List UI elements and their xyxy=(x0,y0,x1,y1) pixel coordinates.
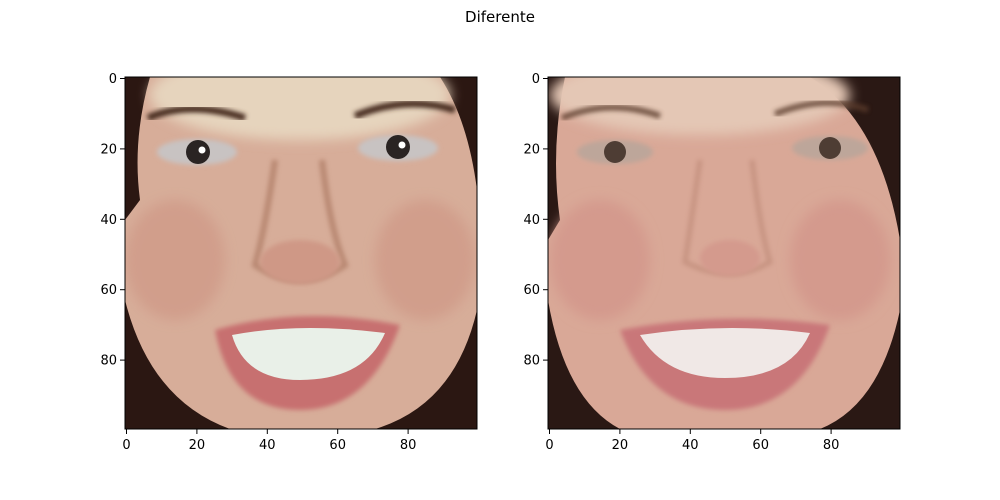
y-tick-label: 60 xyxy=(100,283,117,298)
x-tick-label: 80 xyxy=(823,438,840,453)
y-tick-label: 80 xyxy=(523,354,540,369)
x-tick-label: 40 xyxy=(259,438,276,453)
left-axes-frame xyxy=(124,76,478,430)
x-tick-label: 60 xyxy=(752,438,769,453)
right-axes-frame xyxy=(547,76,901,430)
x-tick-label: 60 xyxy=(329,438,346,453)
y-tick-label: 40 xyxy=(523,213,540,228)
y-tick-label: 0 xyxy=(532,72,540,87)
right-panel: 0 20 40 60 80 0 20 40 60 80 xyxy=(523,72,901,453)
y-tick-label: 0 xyxy=(109,72,117,87)
right-face-image xyxy=(548,77,900,429)
y-tick-label: 20 xyxy=(523,142,540,157)
y-tick-label: 80 xyxy=(100,354,117,369)
x-tick-label: 40 xyxy=(682,438,699,453)
y-tick-label: 40 xyxy=(100,213,117,228)
figure-title: Diferente xyxy=(465,8,535,26)
right-axes-ticks: 0 20 40 60 80 0 20 40 60 80 xyxy=(523,72,839,453)
y-tick-label: 20 xyxy=(100,142,117,157)
x-tick-label: 20 xyxy=(189,438,206,453)
x-tick-label: 80 xyxy=(400,438,417,453)
left-panel: 0 20 40 60 80 0 20 40 60 80 xyxy=(100,72,478,453)
y-tick-label: 60 xyxy=(523,283,540,298)
x-tick-label: 0 xyxy=(545,438,553,453)
left-face-image xyxy=(125,77,477,429)
x-tick-label: 0 xyxy=(122,438,130,453)
left-axes-ticks: 0 20 40 60 80 0 20 40 60 80 xyxy=(100,72,416,453)
x-tick-label: 20 xyxy=(612,438,629,453)
